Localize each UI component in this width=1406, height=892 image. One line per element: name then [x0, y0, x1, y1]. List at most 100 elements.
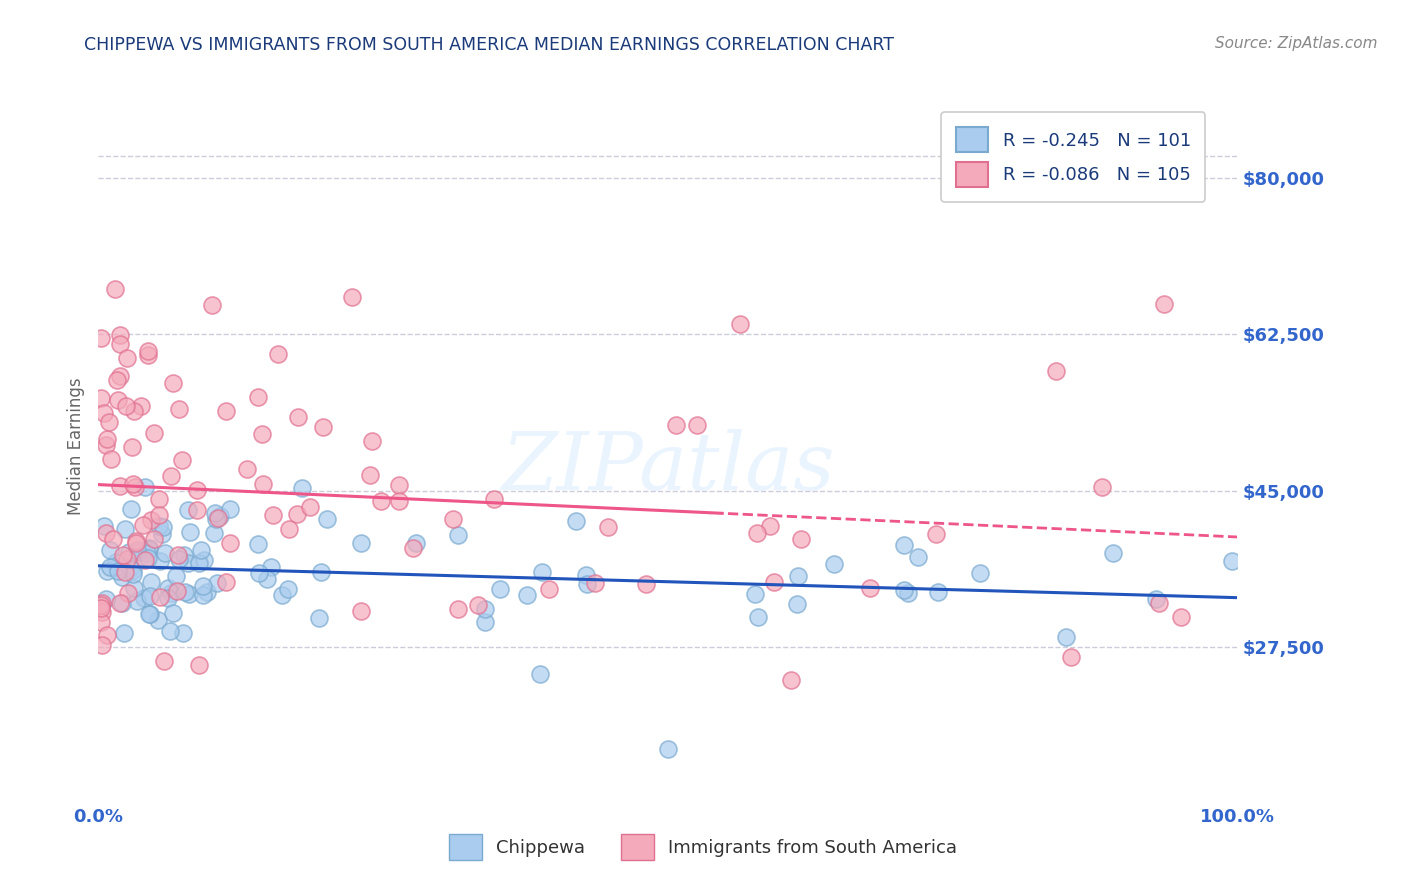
Point	[191, 588, 214, 602]
Point	[665, 417, 688, 432]
Point	[467, 598, 489, 612]
Point	[969, 566, 991, 580]
Point	[122, 477, 145, 491]
Point	[215, 575, 238, 590]
Point	[277, 582, 299, 596]
Point	[474, 615, 496, 629]
Point	[1060, 650, 1083, 665]
Point	[108, 337, 131, 351]
Point	[370, 493, 392, 508]
Point	[312, 419, 335, 434]
Point	[107, 564, 129, 578]
Point	[299, 500, 322, 515]
Point	[927, 584, 949, 599]
Point	[388, 478, 411, 492]
Point	[179, 586, 201, 600]
Point	[531, 566, 554, 580]
Point	[101, 532, 124, 546]
Point	[125, 543, 148, 558]
Point	[489, 582, 512, 596]
Point	[153, 546, 176, 560]
Point	[205, 512, 228, 526]
Point	[120, 502, 142, 516]
Point	[122, 567, 145, 582]
Point	[114, 565, 136, 579]
Point	[186, 483, 208, 497]
Point	[474, 602, 496, 616]
Point	[786, 597, 808, 611]
Point	[219, 535, 242, 549]
Point	[98, 543, 121, 558]
Point	[1102, 546, 1125, 560]
Point	[149, 591, 172, 605]
Point	[172, 626, 194, 640]
Point	[91, 605, 114, 619]
Point	[128, 544, 150, 558]
Point	[256, 572, 278, 586]
Point	[118, 545, 141, 559]
Point	[747, 609, 769, 624]
Point	[441, 512, 464, 526]
Point	[529, 667, 551, 681]
Text: CHIPPEWA VS IMMIGRANTS FROM SOUTH AMERICA MEDIAN EARNINGS CORRELATION CHART: CHIPPEWA VS IMMIGRANTS FROM SOUTH AMERIC…	[84, 36, 894, 54]
Y-axis label: Median Earnings: Median Earnings	[66, 377, 84, 515]
Point	[215, 404, 238, 418]
Point	[447, 528, 470, 542]
Point	[160, 586, 183, 600]
Point	[250, 426, 273, 441]
Point	[143, 532, 166, 546]
Point	[167, 552, 190, 566]
Point	[1144, 592, 1167, 607]
Point	[125, 533, 148, 548]
Point	[134, 480, 156, 494]
Point	[149, 554, 172, 568]
Point	[143, 426, 166, 441]
Point	[1054, 630, 1077, 644]
Point	[108, 479, 131, 493]
Point	[105, 556, 128, 570]
Point	[340, 290, 363, 304]
Point	[112, 626, 135, 640]
Point	[179, 525, 201, 540]
Point	[139, 607, 162, 622]
Point	[1091, 479, 1114, 493]
Point	[98, 415, 121, 429]
Point	[278, 522, 301, 536]
Point	[96, 525, 118, 540]
Legend: Chippewa, Immigrants from South America: Chippewa, Immigrants from South America	[434, 820, 972, 874]
Point	[207, 576, 229, 591]
Point	[117, 586, 139, 600]
Point	[108, 369, 131, 384]
Point	[207, 511, 229, 525]
Point	[218, 502, 240, 516]
Point	[108, 596, 131, 610]
Point	[167, 549, 190, 563]
Point	[173, 549, 195, 563]
Point	[90, 331, 112, 345]
Point	[763, 575, 786, 590]
Point	[405, 535, 427, 549]
Point	[165, 569, 187, 583]
Point	[96, 564, 118, 578]
Point	[924, 527, 946, 541]
Point	[160, 469, 183, 483]
Point	[634, 577, 657, 591]
Point	[96, 592, 118, 607]
Point	[285, 507, 308, 521]
Point	[90, 391, 112, 405]
Point	[121, 440, 143, 454]
Point	[252, 477, 274, 491]
Point	[309, 565, 332, 579]
Point	[148, 508, 170, 523]
Point	[823, 558, 845, 572]
Point	[209, 508, 232, 523]
Point	[1045, 364, 1067, 378]
Point	[780, 673, 803, 687]
Point	[1220, 554, 1243, 568]
Point	[141, 513, 163, 527]
Point	[138, 541, 160, 556]
Point	[236, 462, 259, 476]
Point	[172, 452, 194, 467]
Point	[136, 546, 159, 560]
Point	[90, 615, 112, 629]
